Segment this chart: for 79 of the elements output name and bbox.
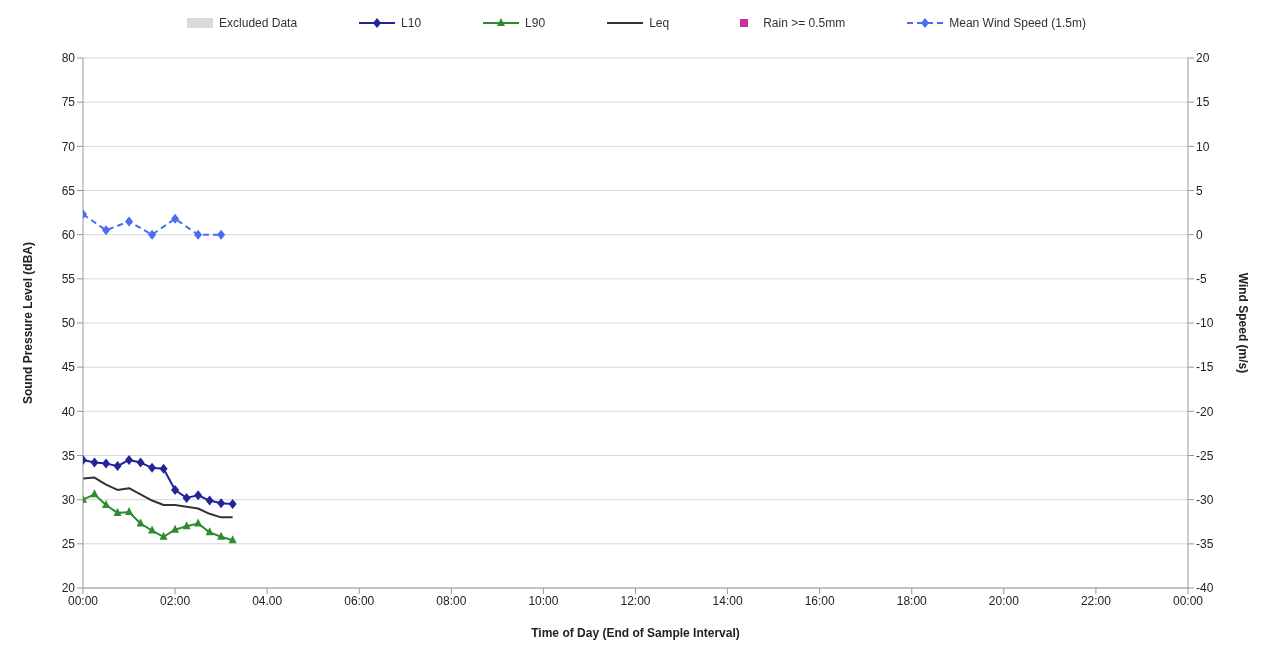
x-tick-label: 22:00 (1080, 593, 1112, 608)
point (182, 521, 191, 530)
point (182, 492, 191, 503)
point (90, 489, 99, 498)
point (90, 457, 99, 468)
point (102, 225, 111, 236)
point (102, 458, 111, 469)
y2-tick-label: -20 (1196, 404, 1214, 419)
point (125, 216, 134, 227)
point (194, 518, 203, 527)
y-tick-label: 35 (61, 448, 76, 463)
legend-label: Rain >= 0.5mm (763, 16, 846, 30)
legend-label: L90 (525, 16, 546, 30)
y-tick-label: 55 (61, 272, 76, 287)
point (113, 507, 122, 516)
point (171, 213, 180, 224)
point (194, 490, 203, 501)
x-tick-label: 16:00 (804, 593, 836, 608)
x-tick-label: 14:00 (712, 593, 743, 608)
point (136, 457, 145, 468)
point (194, 229, 203, 240)
x-tick-label: 00:00 (1172, 593, 1204, 608)
y-tick-label: 45 (61, 360, 76, 375)
point (217, 531, 226, 540)
point (148, 462, 157, 473)
y2-tick-label: 15 (1196, 95, 1210, 110)
point (113, 461, 122, 472)
x-tick-label: 12:00 (620, 593, 651, 608)
x-tick-label: 04.00 (252, 593, 283, 608)
point (228, 499, 237, 510)
point (102, 499, 111, 508)
y-tick-label: 80 (61, 51, 76, 66)
point (125, 454, 134, 465)
y-tick-label: 60 (61, 227, 76, 242)
point (205, 495, 214, 506)
y2-tick-label: 5 (1196, 183, 1203, 198)
y2-tick-label: -15 (1196, 360, 1214, 375)
x-tick-label: 08:00 (436, 593, 467, 608)
y2-tick-label: -25 (1196, 448, 1214, 463)
y2-axis-title: Wind Speed (m/s) (1235, 272, 1250, 374)
y-tick-label: 20 (61, 581, 76, 596)
y2-tick-label: -35 (1196, 537, 1214, 552)
point (217, 229, 226, 240)
x-axis-title: Time of Day (End of Sample Interval) (531, 625, 740, 640)
y2-tick-label: -10 (1196, 316, 1214, 331)
y-tick-label: 75 (61, 95, 76, 110)
point (125, 507, 134, 516)
x-tick-label: 00:00 (67, 593, 99, 608)
point (159, 531, 168, 540)
y-tick-label: 40 (61, 404, 76, 419)
point (171, 524, 180, 533)
y-tick-label: 65 (61, 183, 76, 198)
y2-tick-label: 20 (1196, 51, 1210, 66)
legend-label: Leq (649, 16, 670, 30)
point (159, 463, 168, 474)
x-tick-label: 18:00 (896, 593, 928, 608)
x-tick-label: 02:00 (160, 593, 191, 608)
y2-tick-label: -40 (1196, 581, 1214, 596)
point (171, 484, 180, 495)
point (136, 518, 145, 527)
y2-tick-label: 10 (1196, 139, 1210, 154)
x-tick-label: 10:00 (528, 593, 559, 608)
legend-label: Mean Wind Speed (1.5m) (949, 16, 1086, 30)
y-axis-title: Sound Pressure Level (dBA) (21, 241, 36, 405)
y2-tick-label: -5 (1196, 272, 1207, 287)
legend-label: L10 (401, 16, 422, 30)
point (148, 229, 157, 240)
y-tick-label: 70 (61, 139, 76, 154)
y-tick-label: 25 (61, 537, 76, 552)
y2-tick-label: -30 (1196, 492, 1214, 507)
x-tick-label: 06:00 (344, 593, 375, 608)
y2-tick-label: 0 (1196, 227, 1203, 242)
y-tick-label: 30 (61, 492, 76, 507)
point (148, 525, 157, 534)
point (217, 498, 226, 509)
y-tick-label: 50 (61, 316, 76, 331)
x-tick-label: 20:00 (988, 593, 1020, 608)
line-series (83, 476, 234, 519)
legend-label: Excluded Data (219, 16, 298, 30)
